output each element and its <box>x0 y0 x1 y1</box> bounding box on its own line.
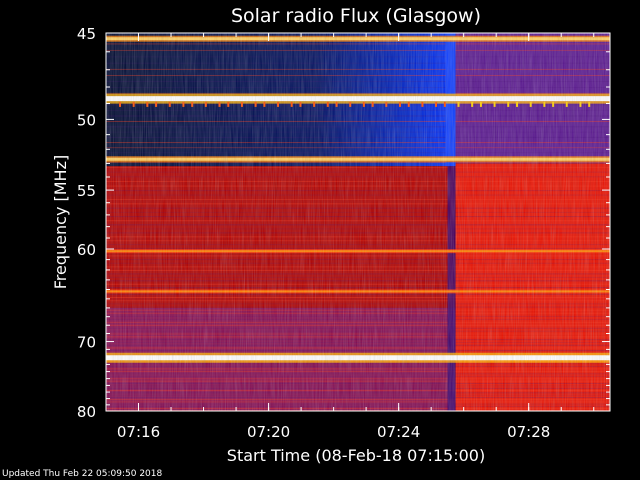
x-tick-label: 07:16 <box>117 423 160 441</box>
y-tick-label: 50 <box>77 111 96 129</box>
x-tick-label: 07:28 <box>507 423 550 441</box>
y-tick-label: 55 <box>77 182 96 200</box>
plot-frame <box>105 32 611 412</box>
x-tick-label: 07:24 <box>377 423 420 441</box>
x-axis: 07:16 07:20 07:24 07:28 <box>105 33 595 441</box>
y-axis-title: Frequency [MHz] <box>51 155 70 289</box>
y-tick-label: 60 <box>77 241 96 259</box>
plot-noise <box>106 33 610 411</box>
chart-title: Solar radio Flux (Glasgow) <box>231 5 481 27</box>
x-tick-label: 07:20 <box>247 423 290 441</box>
y-axis: 45 50 55 60 70 80 <box>77 25 610 421</box>
y-tick-label: 80 <box>77 403 96 421</box>
x-axis-title: Start Time (08-Feb-18 07:15:00) <box>227 446 485 465</box>
updated-footer: Updated Thu Feb 22 05:09:50 2018 <box>2 469 163 479</box>
y-tick-label: 45 <box>77 25 96 43</box>
y-tick-label: 70 <box>77 334 96 352</box>
